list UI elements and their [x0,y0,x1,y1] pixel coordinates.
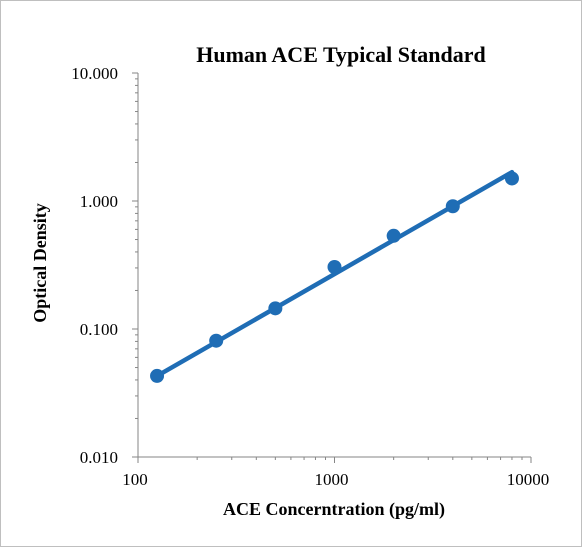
data-point [327,260,342,275]
x-tick-label: 100 [122,470,148,489]
y-tick-label: 1.000 [80,192,118,211]
x-tick-label: 10000 [507,470,550,489]
x-axis-label: ACE Concerntration (pg/ml) [223,499,445,520]
data-point [268,301,283,316]
y-tick-label: 0.010 [80,448,118,467]
x-tick-label: 1000 [315,470,349,489]
data-point [150,368,165,383]
data-series [150,169,519,383]
data-point [209,333,224,348]
y-axis-label: Optical Density [30,203,50,323]
chart-title: Human ACE Typical Standard [196,42,486,67]
tick-labels: 0.010 0.100 1.000 10.000 100 1000 10000 [71,64,549,489]
data-point [445,199,460,214]
data-point [386,228,401,243]
y-tick-label: 0.100 [80,320,118,339]
data-point [504,171,519,186]
axes [132,72,532,463]
y-tick-label: 10.000 [71,64,118,83]
